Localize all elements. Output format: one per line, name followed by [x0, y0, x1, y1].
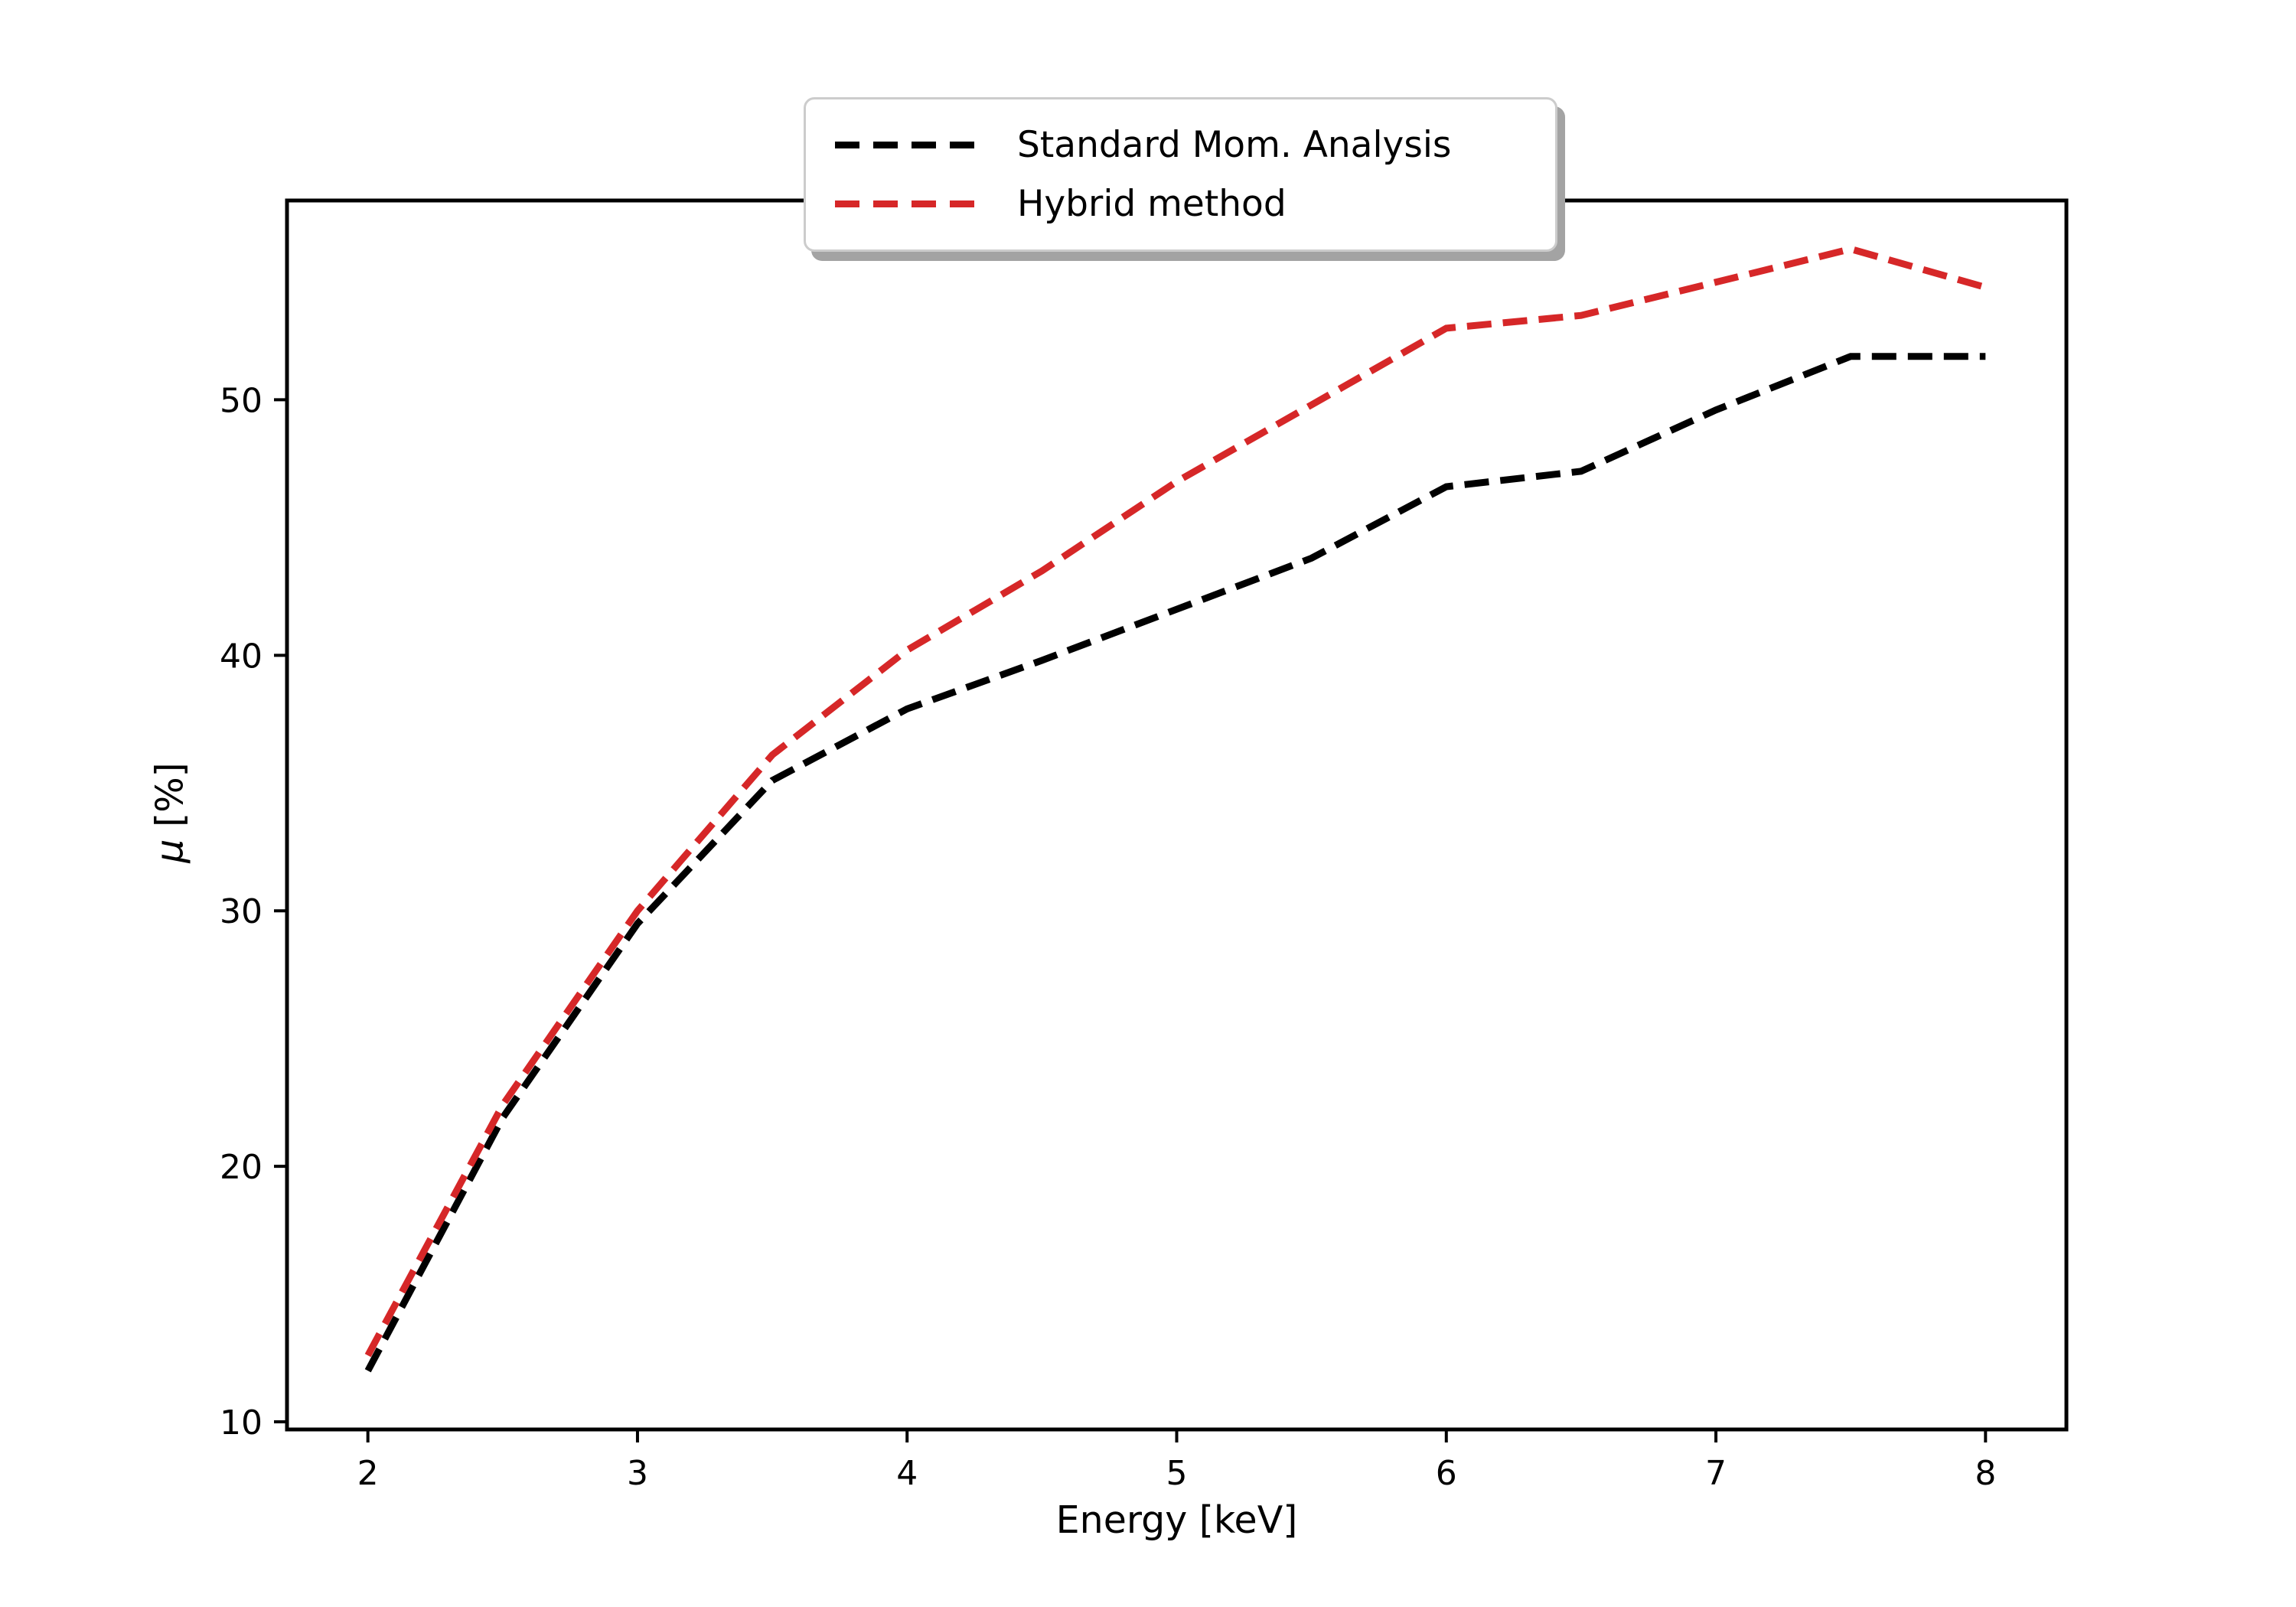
y-axis-label: μ [%] — [148, 762, 192, 863]
y-axis-label-symbol: μ — [148, 839, 192, 863]
x-tick-label: 4 — [896, 1454, 918, 1493]
x-tick-label: 7 — [1705, 1454, 1727, 1493]
y-tick-label: 40 — [220, 637, 263, 676]
y-tick-label: 50 — [220, 381, 263, 420]
legend-item-standard: Standard Mom. Analysis — [835, 124, 1526, 166]
x-tick-label: 3 — [627, 1454, 648, 1493]
y-axis-label-unit: [%] — [148, 762, 192, 839]
x-tick-label: 6 — [1436, 1454, 1457, 1493]
legend-dashed-line-sample-red — [835, 200, 979, 207]
legend-label-hybrid: Hybrid method — [1017, 183, 1287, 225]
legend-item-hybrid: Hybrid method — [835, 183, 1526, 225]
series-line-1 — [364, 245, 1987, 1358]
axes-frame — [285, 198, 2069, 1432]
x-tick-label: 2 — [357, 1454, 379, 1493]
x-tick-label: 5 — [1166, 1454, 1188, 1493]
legend: Standard Mom. Analysis Hybrid method — [804, 97, 1557, 252]
x-axis-label: Energy [keV] — [1055, 1498, 1298, 1542]
legend-label-standard: Standard Mom. Analysis — [1017, 124, 1452, 166]
y-tick-label: 20 — [220, 1148, 263, 1187]
y-tick-label: 10 — [220, 1403, 263, 1442]
x-tick-label: 8 — [1975, 1454, 1996, 1493]
series-line-0 — [364, 353, 1986, 1373]
y-tick-label: 30 — [220, 892, 263, 931]
legend-dashed-line-sample-black — [835, 142, 979, 148]
